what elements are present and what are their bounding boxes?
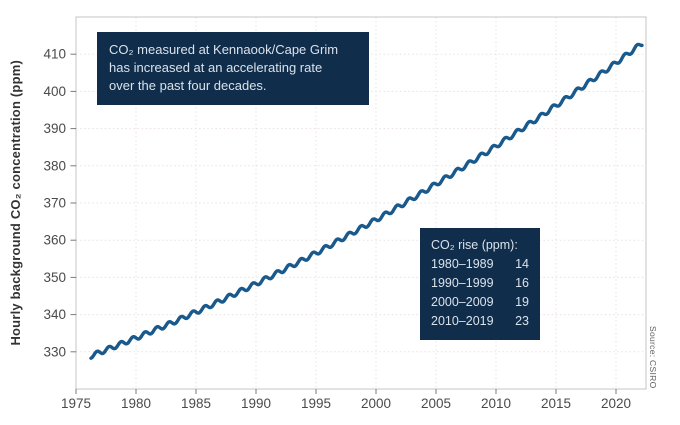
source-credit: Source: CSIRO: [648, 320, 664, 394]
y-tick-label: 380: [43, 158, 66, 173]
co2-line: [89, 42, 644, 360]
y-tick-label: 400: [43, 84, 66, 99]
rise-table-title: CO₂ rise (ppm):: [431, 238, 518, 252]
x-tick-label: 1975: [61, 396, 91, 411]
y-tick-label: 350: [43, 270, 66, 285]
table-row: 2010–2019 23: [431, 312, 529, 331]
rise-period: 2000–2009: [431, 295, 494, 309]
annotation-line: CO₂ measured at Kennaook/Cape Grim: [109, 42, 339, 57]
rise-period: 1990–1999: [431, 276, 494, 290]
rise-value: 14: [515, 257, 529, 271]
rise-value: 19: [515, 295, 529, 309]
table-row: 1980–1989 14: [431, 255, 529, 274]
y-axis-title-text: Hourly background CO₂ concentration (ppm…: [7, 60, 23, 346]
rise-period: 1980–1989: [431, 257, 494, 271]
annotation-line: over the past four decades.: [109, 77, 267, 93]
x-tick-label: 1995: [301, 396, 331, 411]
y-tick-label: 330: [43, 344, 66, 359]
y-tick-label: 360: [43, 233, 66, 248]
annotation-line: has increased at an accelerating rate: [109, 59, 323, 75]
x-tick-label: 1980: [121, 396, 151, 411]
y-axis-title: Hourly background CO₂ concentration (ppm…: [2, 17, 28, 389]
x-tick-label: 2020: [601, 396, 631, 411]
x-tick-label: 2010: [481, 396, 511, 411]
rise-value: 16: [515, 276, 529, 290]
y-tick-label: 410: [43, 47, 66, 62]
source-credit-text: Source: CSIRO: [648, 325, 658, 389]
x-tick-label: 1990: [241, 396, 271, 411]
table-row: 2000–2009 19: [431, 293, 529, 312]
annotation-callout: CO₂ measured at Kennaook/Cape Grim has i…: [97, 32, 369, 105]
x-tick-label: 2000: [361, 396, 391, 411]
y-tick-label: 370: [43, 196, 66, 211]
co2-rise-table: CO₂ rise (ppm): 1980–1989 14 1990–1999 1…: [420, 228, 540, 340]
y-tick-label: 340: [43, 307, 66, 322]
x-tick-label: 1985: [181, 396, 211, 411]
x-tick-label: 2015: [541, 396, 571, 411]
rise-period: 2010–2019: [431, 314, 494, 328]
x-tick-label: 2005: [421, 396, 451, 411]
y-tick-label: 390: [43, 121, 66, 136]
table-row: 1990–1999 16: [431, 274, 529, 293]
rise-value: 23: [515, 314, 529, 328]
